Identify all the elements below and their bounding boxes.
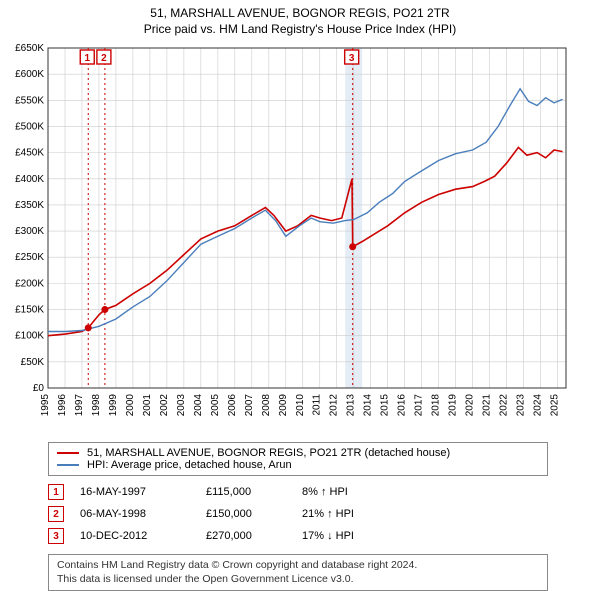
event-price: £270,000 <box>206 530 286 542</box>
svg-text:£150K: £150K <box>15 305 44 316</box>
svg-text:2009: 2009 <box>278 394 289 417</box>
svg-text:£600K: £600K <box>15 69 44 80</box>
svg-text:£450K: £450K <box>15 148 44 159</box>
svg-text:3: 3 <box>349 53 355 64</box>
svg-text:1998: 1998 <box>91 394 102 417</box>
event-price: £150,000 <box>206 508 286 520</box>
svg-text:2003: 2003 <box>176 394 187 417</box>
event-row: 2 06-MAY-1998 £150,000 21% ↑ HPI <box>48 506 548 522</box>
chart-titles: 51, MARSHALL AVENUE, BOGNOR REGIS, PO21 … <box>0 0 600 36</box>
svg-text:2008: 2008 <box>261 394 272 417</box>
chart-svg: £0 £50K £100K £150K £200K £250K £300K £350K £400… <box>0 36 600 436</box>
svg-text:2002: 2002 <box>159 394 170 417</box>
svg-text:2005: 2005 <box>210 394 221 417</box>
svg-text:2015: 2015 <box>380 394 391 417</box>
svg-text:£250K: £250K <box>15 252 44 263</box>
legend-label: 51, MARSHALL AVENUE, BOGNOR REGIS, PO21 … <box>87 447 450 459</box>
legend-swatch <box>57 452 79 454</box>
svg-text:2004: 2004 <box>193 394 204 417</box>
svg-text:£100K: £100K <box>15 331 44 342</box>
legend-item: HPI: Average price, detached house, Arun <box>57 459 539 471</box>
event-delta: 8% ↑ HPI <box>302 486 392 498</box>
svg-text:2021: 2021 <box>482 394 493 417</box>
svg-text:2007: 2007 <box>244 394 255 417</box>
event-row: 3 10-DEC-2012 £270,000 17% ↓ HPI <box>48 528 548 544</box>
svg-text:2022: 2022 <box>499 394 510 417</box>
svg-text:2017: 2017 <box>414 394 425 417</box>
svg-text:1: 1 <box>84 53 90 64</box>
svg-text:2023: 2023 <box>516 394 527 417</box>
price-chart: £0 £50K £100K £150K £200K £250K £300K £350K £400… <box>0 36 600 436</box>
svg-text:£500K: £500K <box>15 121 44 132</box>
svg-text:2020: 2020 <box>465 394 476 417</box>
event-delta: 17% ↓ HPI <box>302 530 392 542</box>
svg-text:2012: 2012 <box>329 394 340 417</box>
event-marker-icon: 1 <box>48 484 64 500</box>
event-date: 06-MAY-1998 <box>80 508 190 520</box>
svg-text:£550K: £550K <box>15 95 44 106</box>
svg-text:2000: 2000 <box>125 394 136 417</box>
title-address: 51, MARSHALL AVENUE, BOGNOR REGIS, PO21 … <box>0 6 600 20</box>
title-subtitle: Price paid vs. HM Land Registry's House … <box>0 22 600 36</box>
events-table: 1 16-MAY-1997 £115,000 8% ↑ HPI 2 06-MAY… <box>48 484 548 544</box>
legend-item: 51, MARSHALL AVENUE, BOGNOR REGIS, PO21 … <box>57 447 539 459</box>
svg-text:£0: £0 <box>33 383 45 394</box>
footer-line: This data is licensed under the Open Gov… <box>57 573 539 587</box>
svg-text:1999: 1999 <box>108 394 119 417</box>
svg-text:2014: 2014 <box>363 394 374 417</box>
event-delta: 21% ↑ HPI <box>302 508 392 520</box>
legend-label: HPI: Average price, detached house, Arun <box>87 459 292 471</box>
svg-text:£400K: £400K <box>15 174 44 185</box>
svg-text:1997: 1997 <box>74 394 85 417</box>
event-marker-icon: 3 <box>48 528 64 544</box>
legend: 51, MARSHALL AVENUE, BOGNOR REGIS, PO21 … <box>48 442 548 476</box>
footer-line: Contains HM Land Registry data © Crown c… <box>57 559 539 573</box>
svg-text:£650K: £650K <box>15 43 44 54</box>
svg-text:2024: 2024 <box>533 394 544 417</box>
event-row: 1 16-MAY-1997 £115,000 8% ↑ HPI <box>48 484 548 500</box>
event-date: 16-MAY-1997 <box>80 486 190 498</box>
svg-text:2: 2 <box>101 53 107 64</box>
svg-text:£50K: £50K <box>21 357 45 368</box>
svg-text:2006: 2006 <box>227 394 238 417</box>
svg-text:1996: 1996 <box>57 394 68 417</box>
svg-text:2018: 2018 <box>431 394 442 417</box>
event-marker-icon: 2 <box>48 506 64 522</box>
legend-swatch <box>57 464 79 466</box>
footer-attribution: Contains HM Land Registry data © Crown c… <box>48 554 548 591</box>
svg-text:2010: 2010 <box>295 394 306 417</box>
svg-text:£200K: £200K <box>15 278 44 289</box>
svg-text:£350K: £350K <box>15 200 44 211</box>
svg-text:1995: 1995 <box>40 394 51 417</box>
svg-text:2016: 2016 <box>397 394 408 417</box>
svg-text:2001: 2001 <box>142 394 153 417</box>
event-price: £115,000 <box>206 486 286 498</box>
svg-text:2025: 2025 <box>550 394 561 417</box>
event-date: 10-DEC-2012 <box>80 530 190 542</box>
svg-text:£300K: £300K <box>15 226 44 237</box>
svg-text:2011: 2011 <box>312 394 323 416</box>
svg-text:2013: 2013 <box>346 394 357 417</box>
svg-text:2019: 2019 <box>448 394 459 417</box>
